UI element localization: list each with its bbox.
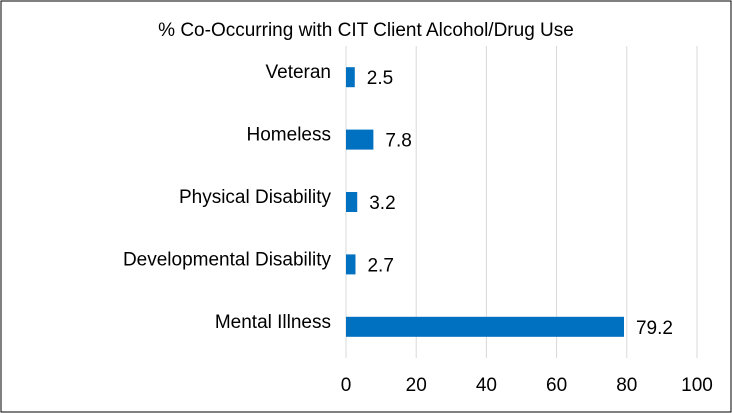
chart-title: % Co-Occurring with CIT Client Alcohol/D… xyxy=(158,20,574,41)
x-tick-label: 0 xyxy=(341,375,352,396)
bar xyxy=(346,67,355,88)
bar xyxy=(346,254,356,275)
y-tick-label: Physical Disability xyxy=(179,187,332,208)
data-label: 7.8 xyxy=(385,131,411,152)
y-tick-label: Mental Illness xyxy=(215,312,331,333)
x-tick-label: 20 xyxy=(406,375,427,396)
x-tick-label: 100 xyxy=(681,375,713,396)
data-label: 3.2 xyxy=(369,193,395,214)
y-tick-label: Developmental Disability xyxy=(123,249,332,270)
y-tick-label: Homeless xyxy=(247,125,331,146)
x-tick-label: 80 xyxy=(616,375,637,396)
x-tick-label: 40 xyxy=(476,375,497,396)
bar xyxy=(346,192,358,212)
x-tick-label: 60 xyxy=(546,375,567,396)
bar xyxy=(346,316,624,337)
bar xyxy=(346,129,374,150)
data-label: 79.2 xyxy=(636,318,673,339)
data-label: 2.7 xyxy=(367,255,393,276)
y-tick-label: Veteran xyxy=(266,62,332,83)
data-label: 2.5 xyxy=(367,68,393,89)
